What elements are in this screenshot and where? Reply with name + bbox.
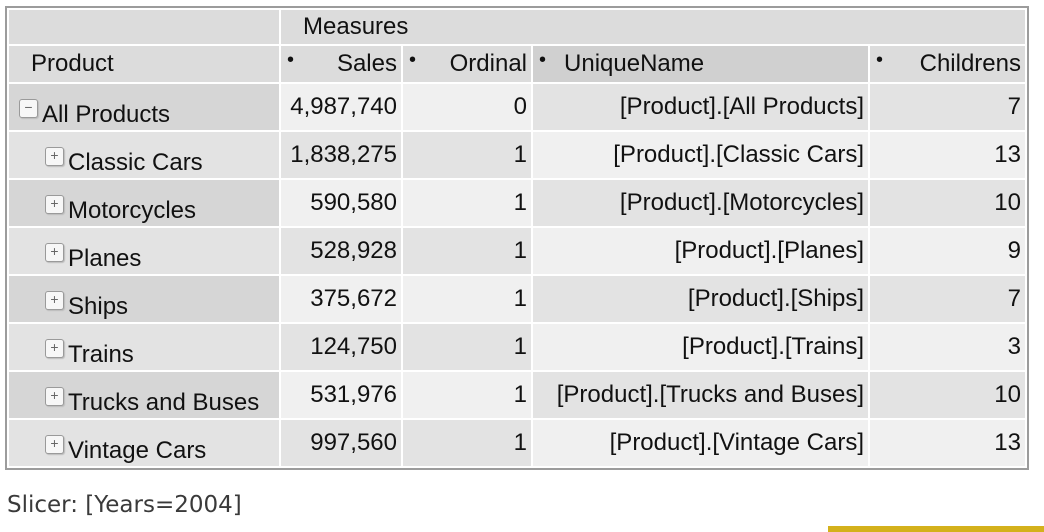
cell-childrens: 10 bbox=[870, 372, 1025, 418]
cell-uniquename: [Product].[Trucks and Buses] bbox=[533, 372, 868, 418]
cell-childrens: 13 bbox=[870, 132, 1025, 178]
expand-plus-icon[interactable]: + bbox=[45, 243, 64, 262]
cell-uniquename: [Product].[Vintage Cars] bbox=[533, 420, 868, 466]
row-header-cell: − All Products bbox=[9, 84, 279, 130]
cell-childrens: 7 bbox=[870, 276, 1025, 322]
row-member-label[interactable]: Classic Cars bbox=[68, 149, 203, 176]
row-member-label[interactable]: Trucks and Buses bbox=[68, 389, 260, 416]
row-header-cell: + Trains bbox=[9, 324, 279, 370]
cell-sales: 124,750 bbox=[281, 324, 401, 370]
sort-dot-icon[interactable]: • bbox=[876, 49, 884, 71]
expand-plus-icon[interactable]: + bbox=[45, 147, 64, 166]
cell-sales: 590,580 bbox=[281, 180, 401, 226]
cell-childrens: 3 bbox=[870, 324, 1025, 370]
cell-ordinal: 1 bbox=[403, 228, 531, 274]
expand-plus-icon[interactable]: + bbox=[45, 195, 64, 214]
cell-sales: 531,976 bbox=[281, 372, 401, 418]
measures-header[interactable]: Measures bbox=[281, 10, 1025, 44]
column-header-row: Product • Sales • Ordinal • UniqueName • Chi… bbox=[9, 46, 1025, 82]
cell-uniquename: [Product].[Planes] bbox=[533, 228, 868, 274]
expand-plus-icon[interactable]: + bbox=[45, 435, 64, 454]
row-header-cell: + Motorcycles bbox=[9, 180, 279, 226]
sort-dot-icon[interactable]: • bbox=[539, 49, 547, 71]
cell-uniquename: [Product].[Trains] bbox=[533, 324, 868, 370]
cell-ordinal: 1 bbox=[403, 372, 531, 418]
cell-sales: 375,672 bbox=[281, 276, 401, 322]
expand-plus-icon[interactable]: + bbox=[45, 291, 64, 310]
sort-dot-icon[interactable]: • bbox=[287, 49, 295, 71]
table-row: + Trains 124,750 1 [Product].[Trains] 3 bbox=[9, 324, 1025, 370]
cell-ordinal: 1 bbox=[403, 180, 531, 226]
row-member-label[interactable]: All Products bbox=[42, 101, 171, 128]
row-header-cell: + Planes bbox=[9, 228, 279, 274]
cell-ordinal: 1 bbox=[403, 324, 531, 370]
row-member-label[interactable]: Vintage Cars bbox=[68, 437, 207, 464]
collapse-minus-icon[interactable]: − bbox=[19, 99, 38, 118]
cell-sales: 1,838,275 bbox=[281, 132, 401, 178]
corner-cell bbox=[9, 10, 279, 44]
cell-ordinal: 0 bbox=[403, 84, 531, 130]
column-header-sales[interactable]: • Sales bbox=[281, 46, 401, 82]
cell-uniquename: [Product].[All Products] bbox=[533, 84, 868, 130]
table-row: + Ships 375,672 1 [Product].[Ships] 7 bbox=[9, 276, 1025, 322]
cell-ordinal: 1 bbox=[403, 132, 531, 178]
cell-ordinal: 1 bbox=[403, 276, 531, 322]
accent-bar bbox=[828, 526, 1044, 532]
product-dimension-header[interactable]: Product bbox=[9, 46, 279, 82]
table-row: + Vintage Cars 997,560 1 [Product].[Vintage … bbox=[9, 420, 1025, 466]
table-row: + Planes 528,928 1 [Product].[Planes] 9 bbox=[9, 228, 1025, 274]
cell-childrens: 7 bbox=[870, 84, 1025, 130]
column-header-childrens[interactable]: • Childrens bbox=[870, 46, 1025, 82]
column-header-ordinal[interactable]: • Ordinal bbox=[403, 46, 531, 82]
cell-childrens: 9 bbox=[870, 228, 1025, 274]
slicer-label: Slicer: [Years=2004] bbox=[7, 492, 242, 518]
table-row: + Motorcycles 590,580 1 [Product].[Motorcycl… bbox=[9, 180, 1025, 226]
cell-childrens: 10 bbox=[870, 180, 1025, 226]
cell-sales: 997,560 bbox=[281, 420, 401, 466]
pivot-body: − All Products 4,987,740 0 [Product].[All Pr… bbox=[9, 84, 1025, 466]
cell-sales: 4,987,740 bbox=[281, 84, 401, 130]
row-header-cell: + Vintage Cars bbox=[9, 420, 279, 466]
row-member-label[interactable]: Motorcycles bbox=[68, 197, 197, 224]
pivot-table: Measures Product • Sales • Ordinal • Unique… bbox=[5, 6, 1029, 470]
expand-plus-icon[interactable]: + bbox=[45, 339, 64, 358]
cell-ordinal: 1 bbox=[403, 420, 531, 466]
row-member-label[interactable]: Trains bbox=[68, 341, 134, 368]
table-row: + Classic Cars 1,838,275 1 [Product].[Classi… bbox=[9, 132, 1025, 178]
cell-uniquename: [Product].[Motorcycles] bbox=[533, 180, 868, 226]
table-row: − All Products 4,987,740 0 [Product].[All Pr… bbox=[9, 84, 1025, 130]
sort-dot-icon[interactable]: • bbox=[409, 49, 417, 71]
column-header-uniquename[interactable]: • UniqueName bbox=[533, 46, 868, 82]
row-header-cell: + Ships bbox=[9, 276, 279, 322]
cell-sales: 528,928 bbox=[281, 228, 401, 274]
row-header-cell: + Classic Cars bbox=[9, 132, 279, 178]
row-member-label[interactable]: Planes bbox=[68, 245, 142, 272]
cell-uniquename: [Product].[Classic Cars] bbox=[533, 132, 868, 178]
cell-uniquename: [Product].[Ships] bbox=[533, 276, 868, 322]
cell-childrens: 13 bbox=[870, 420, 1025, 466]
expand-plus-icon[interactable]: + bbox=[45, 387, 64, 406]
row-header-cell: + Trucks and Buses bbox=[9, 372, 279, 418]
measures-header-row: Measures bbox=[9, 10, 1025, 44]
table-row: + Trucks and Buses 531,976 1 [Product].[Truc… bbox=[9, 372, 1025, 418]
row-member-label[interactable]: Ships bbox=[68, 293, 129, 320]
